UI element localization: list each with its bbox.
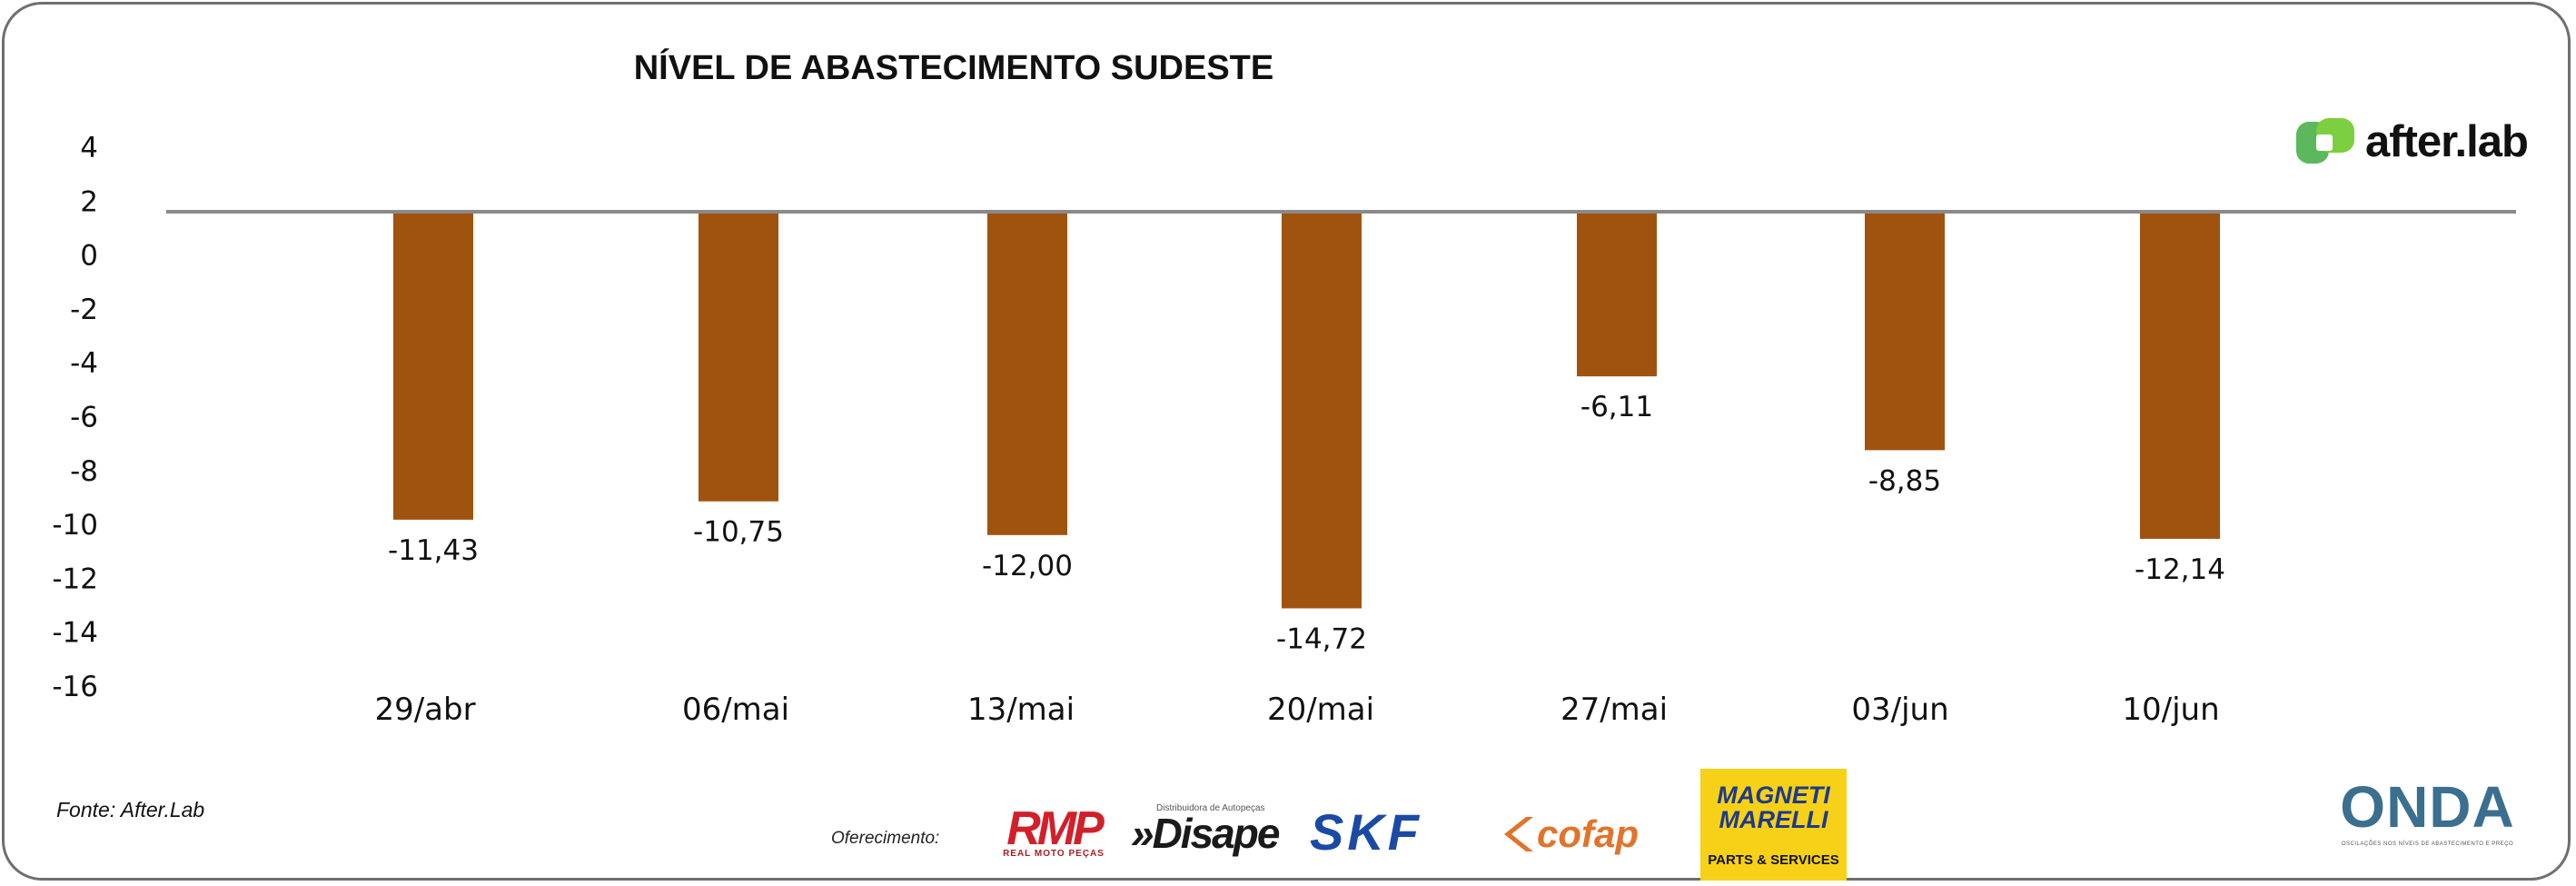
afterlab-logo: after.lab (2296, 116, 2541, 171)
afterlab-wordmark: after.lab (2365, 117, 2529, 166)
y-tick-label: -14 (52, 617, 98, 650)
magneti-marelli-subtitle: PARTS & SERVICES (1708, 852, 1839, 868)
data-label: -11,43 (388, 534, 479, 567)
y-tick-label: -10 (52, 509, 98, 542)
y-tick-label: 0 (80, 240, 98, 273)
cofap-chevron-icon (1504, 817, 1533, 851)
mm-line1: MAGNETI (1717, 781, 1830, 809)
disape-logo-subtitle: Distribuidora de Autopeças (1156, 803, 1265, 813)
x-tick-label: 06/mai (682, 692, 789, 728)
data-label: -12,00 (982, 550, 1073, 582)
rmp-logo-text: RMP (1006, 802, 1105, 855)
bar (1282, 212, 1362, 609)
x-tick-label: 13/mai (967, 692, 1075, 728)
y-tick-label: 4 (80, 132, 98, 164)
rmp-logo-subtitle: REAL MOTO PEÇAS (1003, 849, 1105, 859)
y-tick-label: -16 (52, 671, 98, 703)
data-label: -14,72 (1276, 622, 1367, 655)
x-tick-label: 29/abr (374, 692, 475, 728)
disape-logo-text: »Disape (1131, 810, 1280, 857)
y-tick-label: -6 (70, 402, 98, 434)
bar (2140, 212, 2220, 539)
data-label: -8,85 (1868, 464, 1941, 497)
magneti-marelli-logo-text: MAGNETI MARELLI (1700, 783, 1847, 832)
bar (393, 212, 473, 520)
afterlab-mark-icon (2296, 118, 2354, 164)
data-label: -12,14 (2135, 553, 2225, 586)
y-tick-label: -8 (70, 455, 98, 488)
skf-logo-text: SKF (1310, 803, 1422, 861)
magneti-marelli-logo: MAGNETI MARELLI PARTS & SERVICES (1700, 769, 1847, 881)
skf-logo: SKF (1310, 807, 1478, 858)
onda-logo: ONDA OSCILAÇÕES NOS NÍVEIS DE ABASTECIME… (2334, 778, 2521, 852)
y-tick-label: -12 (52, 562, 98, 595)
x-tick-label: 03/jun (1851, 692, 1948, 728)
x-tick-label: 20/mai (1267, 692, 1374, 728)
rmp-logo: RMP REAL MOTO PEÇAS (990, 805, 1117, 860)
data-label: -10,75 (693, 516, 784, 549)
source-note: Fonte: After.Lab (56, 798, 205, 821)
bar (1865, 212, 1945, 451)
y-tick-label: -4 (70, 347, 98, 380)
bar (987, 212, 1067, 535)
bar (1577, 212, 1657, 377)
cofap-logo-text: cofap (1537, 812, 1640, 855)
bar (698, 212, 778, 502)
x-tick-label: 10/jun (2122, 692, 2219, 728)
disape-logo: Distribuidora de Autopeças »Disape (1131, 803, 1290, 858)
mm-line2: MARELLI (1719, 806, 1828, 833)
cofap-logo: cofap (1499, 811, 1671, 857)
y-tick-label: 2 (80, 185, 98, 218)
onda-logo-text: ONDA (2340, 774, 2515, 840)
sponsor-label: Oferecimento: (831, 829, 940, 848)
y-tick-label: -2 (70, 294, 98, 326)
onda-logo-subtitle: OSCILAÇÕES NOS NÍVEIS DE ABASTECIMENTO E… (2341, 841, 2514, 847)
chart-title: NÍVEL DE ABASTECIMENTO SUDESTE (633, 49, 1274, 87)
x-tick-label: 27/mai (1560, 692, 1668, 728)
data-label: -6,11 (1580, 391, 1653, 423)
